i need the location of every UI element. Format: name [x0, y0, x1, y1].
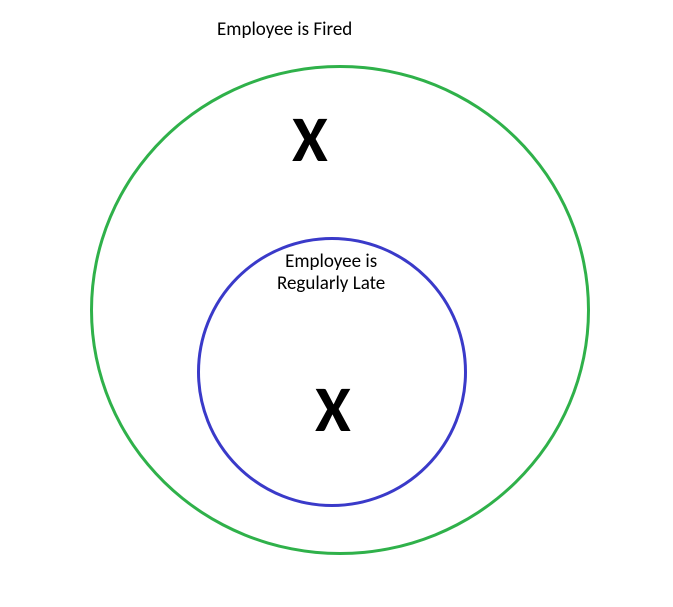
inner-circle-label: Employee is Regularly Late: [277, 251, 385, 295]
outer-circle-label: Employee is Fired: [217, 18, 352, 41]
x-mark-outer: X: [292, 100, 328, 179]
x-mark-inner: X: [315, 370, 351, 449]
